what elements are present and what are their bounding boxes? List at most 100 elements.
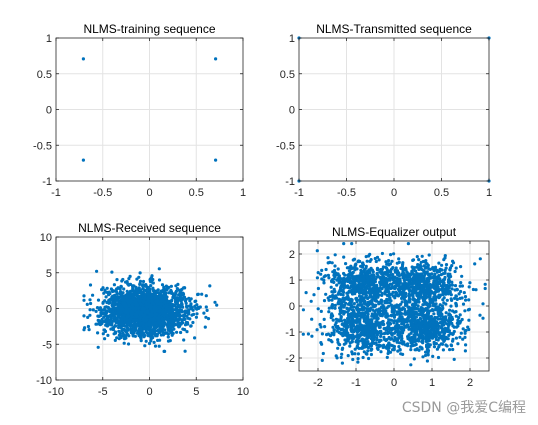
data-point bbox=[388, 278, 392, 282]
data-point bbox=[467, 307, 471, 311]
data-point bbox=[441, 322, 445, 326]
data-point bbox=[111, 306, 115, 310]
data-point bbox=[109, 319, 113, 323]
data-point bbox=[419, 260, 423, 264]
data-point bbox=[176, 312, 180, 317]
data-point bbox=[459, 289, 463, 294]
data-point bbox=[344, 301, 348, 305]
data-point bbox=[379, 283, 383, 287]
data-point bbox=[407, 282, 411, 286]
data-point bbox=[127, 334, 131, 338]
data-point bbox=[392, 348, 396, 352]
data-point bbox=[434, 326, 438, 330]
data-point bbox=[164, 291, 168, 295]
data-point bbox=[179, 321, 183, 325]
data-point bbox=[431, 327, 436, 331]
data-point bbox=[372, 326, 376, 330]
x-tick-label: -1 bbox=[51, 187, 61, 199]
data-point bbox=[105, 309, 109, 313]
data-point bbox=[416, 338, 420, 343]
data-point bbox=[162, 285, 166, 289]
data-point bbox=[123, 310, 127, 314]
y-tick-label: 1 bbox=[289, 275, 295, 287]
data-point bbox=[397, 271, 401, 275]
data-point bbox=[361, 308, 365, 312]
data-point bbox=[418, 316, 422, 320]
data-point bbox=[460, 317, 464, 322]
data-point bbox=[346, 339, 350, 343]
data-point bbox=[182, 338, 186, 342]
data-point bbox=[402, 278, 406, 283]
data-point bbox=[337, 330, 341, 335]
data-point bbox=[340, 331, 344, 335]
data-point bbox=[351, 275, 355, 280]
data-point bbox=[98, 306, 102, 310]
data-point bbox=[346, 325, 350, 329]
y-tick-label: -5 bbox=[42, 339, 52, 351]
data-point bbox=[181, 305, 185, 309]
data-point bbox=[158, 309, 162, 313]
data-point bbox=[336, 267, 340, 271]
data-point bbox=[152, 295, 156, 299]
data-point bbox=[363, 300, 367, 304]
data-point bbox=[343, 320, 348, 324]
data-point bbox=[114, 297, 118, 301]
data-point bbox=[336, 302, 340, 306]
data-point bbox=[185, 321, 190, 325]
data-point bbox=[344, 262, 348, 266]
data-point bbox=[82, 314, 86, 318]
data-point bbox=[91, 308, 95, 312]
data-point bbox=[101, 300, 105, 304]
data-point bbox=[437, 324, 441, 328]
x-tick-label: 1 bbox=[486, 187, 492, 199]
data-point bbox=[361, 324, 365, 328]
data-point bbox=[369, 258, 373, 262]
data-point bbox=[158, 324, 162, 328]
data-point bbox=[450, 287, 454, 291]
data-point bbox=[373, 285, 377, 289]
data-point bbox=[196, 292, 200, 297]
data-point bbox=[390, 286, 394, 290]
data-point bbox=[412, 266, 416, 270]
data-point bbox=[362, 350, 366, 354]
data-point bbox=[393, 335, 397, 340]
data-point bbox=[108, 301, 112, 305]
data-point bbox=[450, 283, 454, 287]
data-point bbox=[342, 304, 346, 308]
data-point bbox=[409, 348, 413, 352]
data-point bbox=[427, 345, 431, 349]
data-point bbox=[315, 328, 319, 332]
data-point bbox=[400, 300, 404, 304]
data-point bbox=[424, 339, 428, 344]
data-point bbox=[175, 297, 179, 301]
data-point bbox=[191, 308, 195, 312]
data-point bbox=[386, 351, 390, 356]
data-point bbox=[432, 340, 436, 344]
data-point bbox=[383, 292, 387, 296]
data-point bbox=[155, 307, 159, 311]
data-point bbox=[115, 316, 119, 320]
data-point bbox=[105, 290, 109, 294]
data-point bbox=[428, 322, 432, 327]
data-point bbox=[82, 294, 86, 298]
data-point bbox=[152, 289, 156, 293]
data-point bbox=[428, 335, 432, 339]
data-point bbox=[406, 311, 410, 315]
data-point bbox=[426, 313, 430, 317]
data-point bbox=[364, 293, 368, 298]
data-point bbox=[374, 259, 378, 264]
data-point bbox=[182, 315, 186, 319]
data-point bbox=[440, 288, 444, 292]
data-point bbox=[128, 317, 132, 321]
data-point bbox=[460, 274, 464, 278]
data-point bbox=[397, 324, 401, 328]
data-point bbox=[178, 309, 182, 313]
data-point bbox=[437, 274, 441, 278]
data-point bbox=[115, 312, 120, 317]
data-point bbox=[426, 305, 431, 309]
data-point bbox=[182, 286, 187, 290]
data-point bbox=[346, 354, 350, 358]
